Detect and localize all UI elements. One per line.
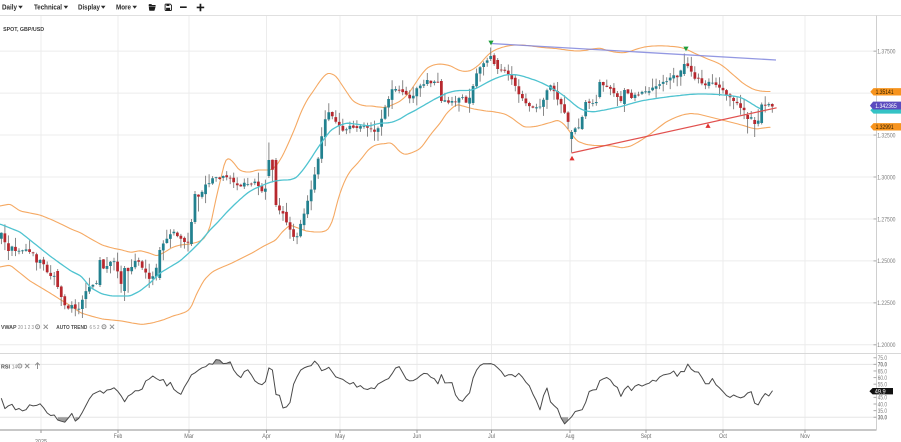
svg-text:65.0: 65.0 (878, 368, 888, 375)
svg-text:Sept: Sept (641, 433, 652, 440)
svg-text:70.0: 70.0 (878, 362, 888, 369)
svg-text:1.32500: 1.32500 (877, 132, 896, 139)
svg-text:49.9: 49.9 (875, 389, 886, 396)
svg-text:Mar: Mar (184, 433, 194, 440)
svg-text:AUTO TREND: AUTO TREND (56, 325, 87, 331)
svg-text:60.0: 60.0 (878, 375, 888, 382)
svg-text:2025: 2025 (35, 439, 47, 442)
svg-text:Display: Display (78, 3, 100, 12)
svg-text:1.20000: 1.20000 (877, 342, 896, 349)
svg-text:1.30000: 1.30000 (877, 174, 896, 181)
svg-text:Jul: Jul (488, 433, 495, 440)
svg-text:Technical: Technical (34, 3, 62, 12)
svg-text:Jun: Jun (413, 433, 422, 440)
svg-text:Apr: Apr (262, 433, 271, 440)
svg-text:Feb: Feb (114, 433, 123, 440)
svg-text:VWAP: VWAP (1, 325, 17, 331)
svg-text:1.37500: 1.37500 (877, 48, 896, 55)
svg-text:1.22500: 1.22500 (877, 300, 896, 307)
svg-text:More: More (116, 3, 131, 12)
svg-text:1.342365: 1.342365 (875, 103, 897, 110)
svg-text:Nov: Nov (800, 433, 810, 440)
svg-text:6 5 2: 6 5 2 (90, 325, 100, 331)
svg-text:Aug: Aug (566, 433, 575, 440)
svg-text:40.0: 40.0 (878, 401, 888, 408)
svg-text:30.0: 30.0 (878, 415, 888, 422)
svg-text:14: 14 (12, 364, 18, 370)
svg-text:Daily: Daily (2, 3, 17, 12)
svg-text:1.27500: 1.27500 (877, 216, 896, 223)
svg-text:45.0: 45.0 (878, 395, 888, 402)
svg-text:20 1 2 3: 20 1 2 3 (18, 325, 34, 331)
svg-text:SPOT, GBP/USD: SPOT, GBP/USD (3, 27, 44, 33)
svg-text:1.32991: 1.32991 (876, 124, 894, 131)
svg-text:May: May (335, 433, 346, 440)
svg-text:75.0: 75.0 (878, 355, 888, 362)
svg-text:55.0: 55.0 (878, 381, 888, 388)
svg-text:1.35141: 1.35141 (876, 89, 894, 96)
svg-text:1.25000: 1.25000 (877, 258, 896, 265)
svg-text:RSI: RSI (1, 364, 10, 370)
svg-text:Oct: Oct (719, 433, 727, 440)
svg-text:35.0: 35.0 (878, 408, 888, 415)
